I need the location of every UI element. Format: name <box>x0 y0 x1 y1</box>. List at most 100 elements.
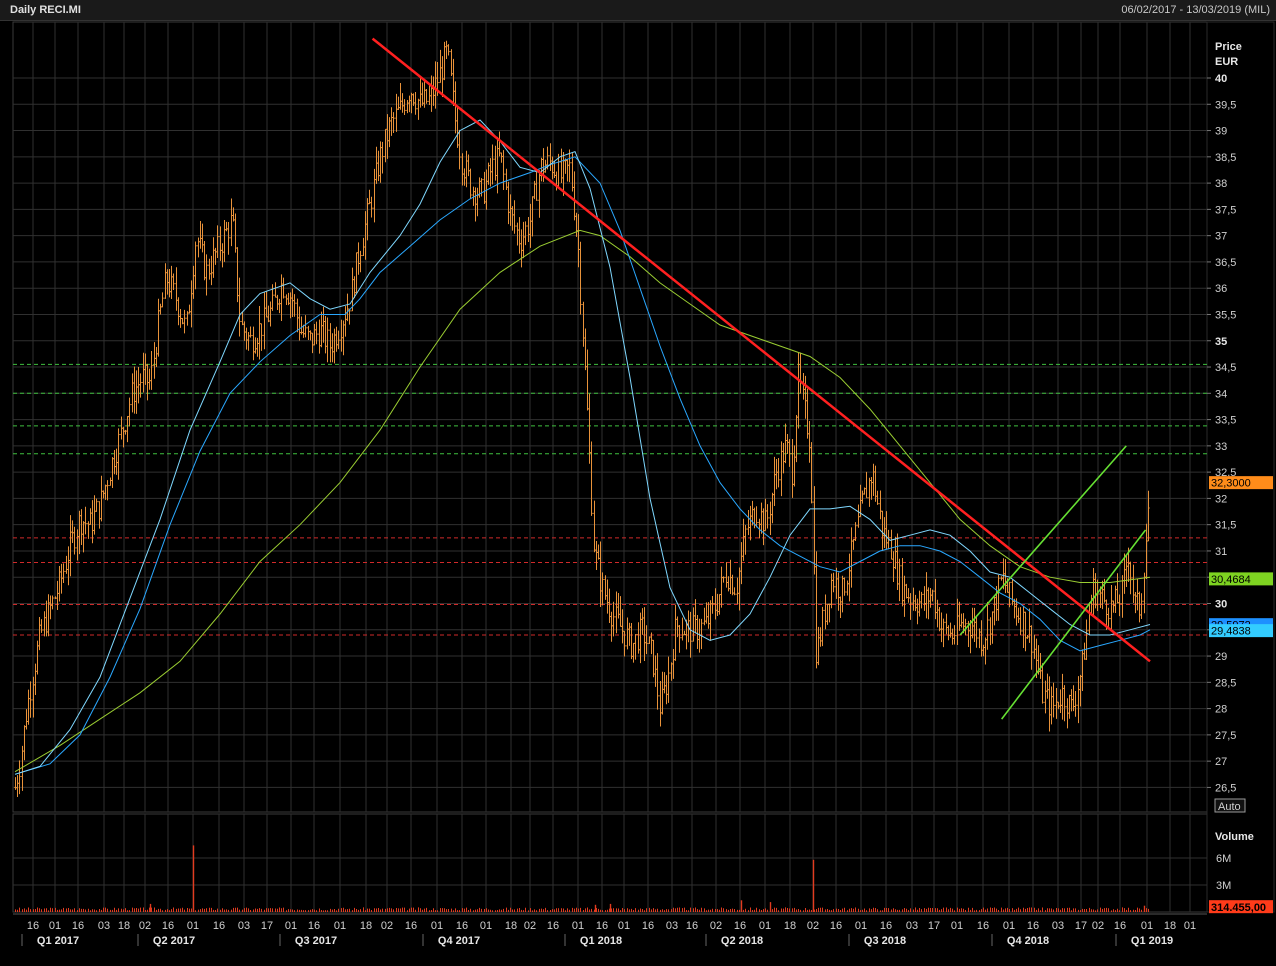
volume-axis-title: Volume <box>1215 831 1254 843</box>
day-tick-label: 01 <box>572 920 584 932</box>
day-tick-label: 01 <box>759 920 771 932</box>
price-tick-label: 27,5 <box>1215 730 1236 742</box>
day-tick-label: 16 <box>456 920 468 932</box>
price-tick-label: 30 <box>1215 599 1227 611</box>
day-tick-label: 17 <box>928 920 940 932</box>
volume-panel <box>12 813 1208 913</box>
day-tick-label: 16 <box>686 920 698 932</box>
day-tick-label: 16 <box>213 920 225 932</box>
day-tick-label: 02 <box>1092 920 1104 932</box>
trendlines <box>371 37 1151 720</box>
day-tick-label: 16 <box>308 920 320 932</box>
price-tick-label: 36,5 <box>1215 257 1236 269</box>
day-tick-label: 16 <box>72 920 84 932</box>
auto-button-label: Auto <box>1218 801 1241 813</box>
volume-badge <box>1209 900 1273 914</box>
day-tick-label: 01 <box>1184 920 1196 932</box>
quarter-label: Q1 2018 <box>580 935 622 947</box>
quarter-label: Q3 2017 <box>295 935 337 947</box>
day-tick-label: 18 <box>360 920 372 932</box>
volume-tick-label: 6M <box>1216 853 1231 865</box>
quarter-label: Q2 2017 <box>153 935 195 947</box>
price-axis-unit: EUR <box>1215 56 1238 68</box>
price-tick-label: 32 <box>1215 493 1227 505</box>
price-tick-label: 29 <box>1215 651 1227 663</box>
day-tick-label: 03 <box>1052 920 1064 932</box>
price-tick-label: 40 <box>1215 73 1227 85</box>
day-tick-label: 02 <box>710 920 722 932</box>
quarter-label: Q4 2018 <box>1007 935 1049 947</box>
ma-fast-line <box>14 119 1151 775</box>
price-tick-label: 33,5 <box>1215 415 1236 427</box>
volume-badge-text: 314.455,00 <box>1211 902 1266 914</box>
day-tick-label: 16 <box>405 920 417 932</box>
trendline <box>959 445 1127 636</box>
date-range: 06/02/2017 - 13/03/2019 (MIL) <box>1121 4 1270 16</box>
price-tick-label: 37,5 <box>1215 204 1236 216</box>
price-tick-label: 26,5 <box>1215 782 1236 794</box>
price-axis: Price EUR 40 39,5 39 38,5 38 37,5 37 36,5 36 35,5 35… <box>1207 41 1254 892</box>
price-tick-label: 36 <box>1215 283 1227 295</box>
day-tick-label: 02 <box>139 920 151 932</box>
ma-slow-line <box>14 229 1151 773</box>
price-tick-label: 38,5 <box>1215 152 1236 164</box>
auto-scale-button[interactable]: Auto <box>1214 798 1246 813</box>
price-tick-label: 32,5 <box>1215 467 1236 479</box>
price-panel <box>12 21 1208 813</box>
day-tick-label: 16 <box>734 920 746 932</box>
day-tick-label: 17 <box>1075 920 1087 932</box>
quarter-label: Q4 2017 <box>438 935 480 947</box>
day-tick-label: 01 <box>1141 920 1153 932</box>
day-tick-label: 01 <box>431 920 443 932</box>
quarter-label: Q1 2019 <box>1131 935 1173 947</box>
day-tick-label: 16 <box>1114 920 1126 932</box>
day-tick-label: 18 <box>505 920 517 932</box>
price-axis-title: Price <box>1215 41 1242 53</box>
value-badge-text: 30,4684 <box>1211 574 1251 586</box>
chart-title: Daily RECI.MI <box>10 4 81 16</box>
day-tick-label: 01 <box>618 920 630 932</box>
day-tick-label: 18 <box>1164 920 1176 932</box>
price-tick-label: 37 <box>1215 231 1227 243</box>
price-tick-label: 39 <box>1215 126 1227 138</box>
grid <box>12 21 1275 913</box>
day-tick-label: 03 <box>666 920 678 932</box>
day-tick-label: 02 <box>807 920 819 932</box>
day-tick-label: 03 <box>98 920 110 932</box>
day-tick-label: 01 <box>49 920 61 932</box>
day-tick-label: 01 <box>1003 920 1015 932</box>
day-tick-label: 01 <box>855 920 867 932</box>
value-badge <box>1209 476 1273 490</box>
day-tick-label: 02 <box>524 920 536 932</box>
quarter-label: Q2 2018 <box>721 935 763 947</box>
price-tick-label: 35,5 <box>1215 309 1236 321</box>
day-tick-label: 18 <box>118 920 130 932</box>
day-tick-label: 01 <box>480 920 492 932</box>
quarter-label: Q3 2018 <box>864 935 906 947</box>
value-badge <box>1209 624 1273 638</box>
price-tick-label: 35 <box>1215 336 1227 348</box>
day-tick-label: 16 <box>642 920 654 932</box>
price-bars <box>14 40 1150 798</box>
day-tick-label: 16 <box>27 920 39 932</box>
price-tick-label: 27 <box>1215 756 1227 768</box>
price-tick-label: 34,5 <box>1215 362 1236 374</box>
day-tick-label: 16 <box>977 920 989 932</box>
price-tick-label: 38 <box>1215 178 1227 190</box>
moving-averages <box>14 119 1151 775</box>
day-tick-label: 02 <box>381 920 393 932</box>
auto-button-frame[interactable] <box>1214 798 1246 813</box>
day-tick-label: 03 <box>906 920 918 932</box>
day-tick-label: 16 <box>547 920 559 932</box>
price-tick-label: 31,5 <box>1215 520 1236 532</box>
trendline <box>1000 529 1147 720</box>
day-tick-label: 16 <box>880 920 892 932</box>
volume-bars <box>15 845 1149 912</box>
day-tick-label: 16 <box>596 920 608 932</box>
trendline <box>371 37 1151 663</box>
value-badge <box>1209 572 1273 586</box>
value-badge-text: 29,4838 <box>1211 626 1251 638</box>
ma-mid-line <box>14 156 1151 775</box>
